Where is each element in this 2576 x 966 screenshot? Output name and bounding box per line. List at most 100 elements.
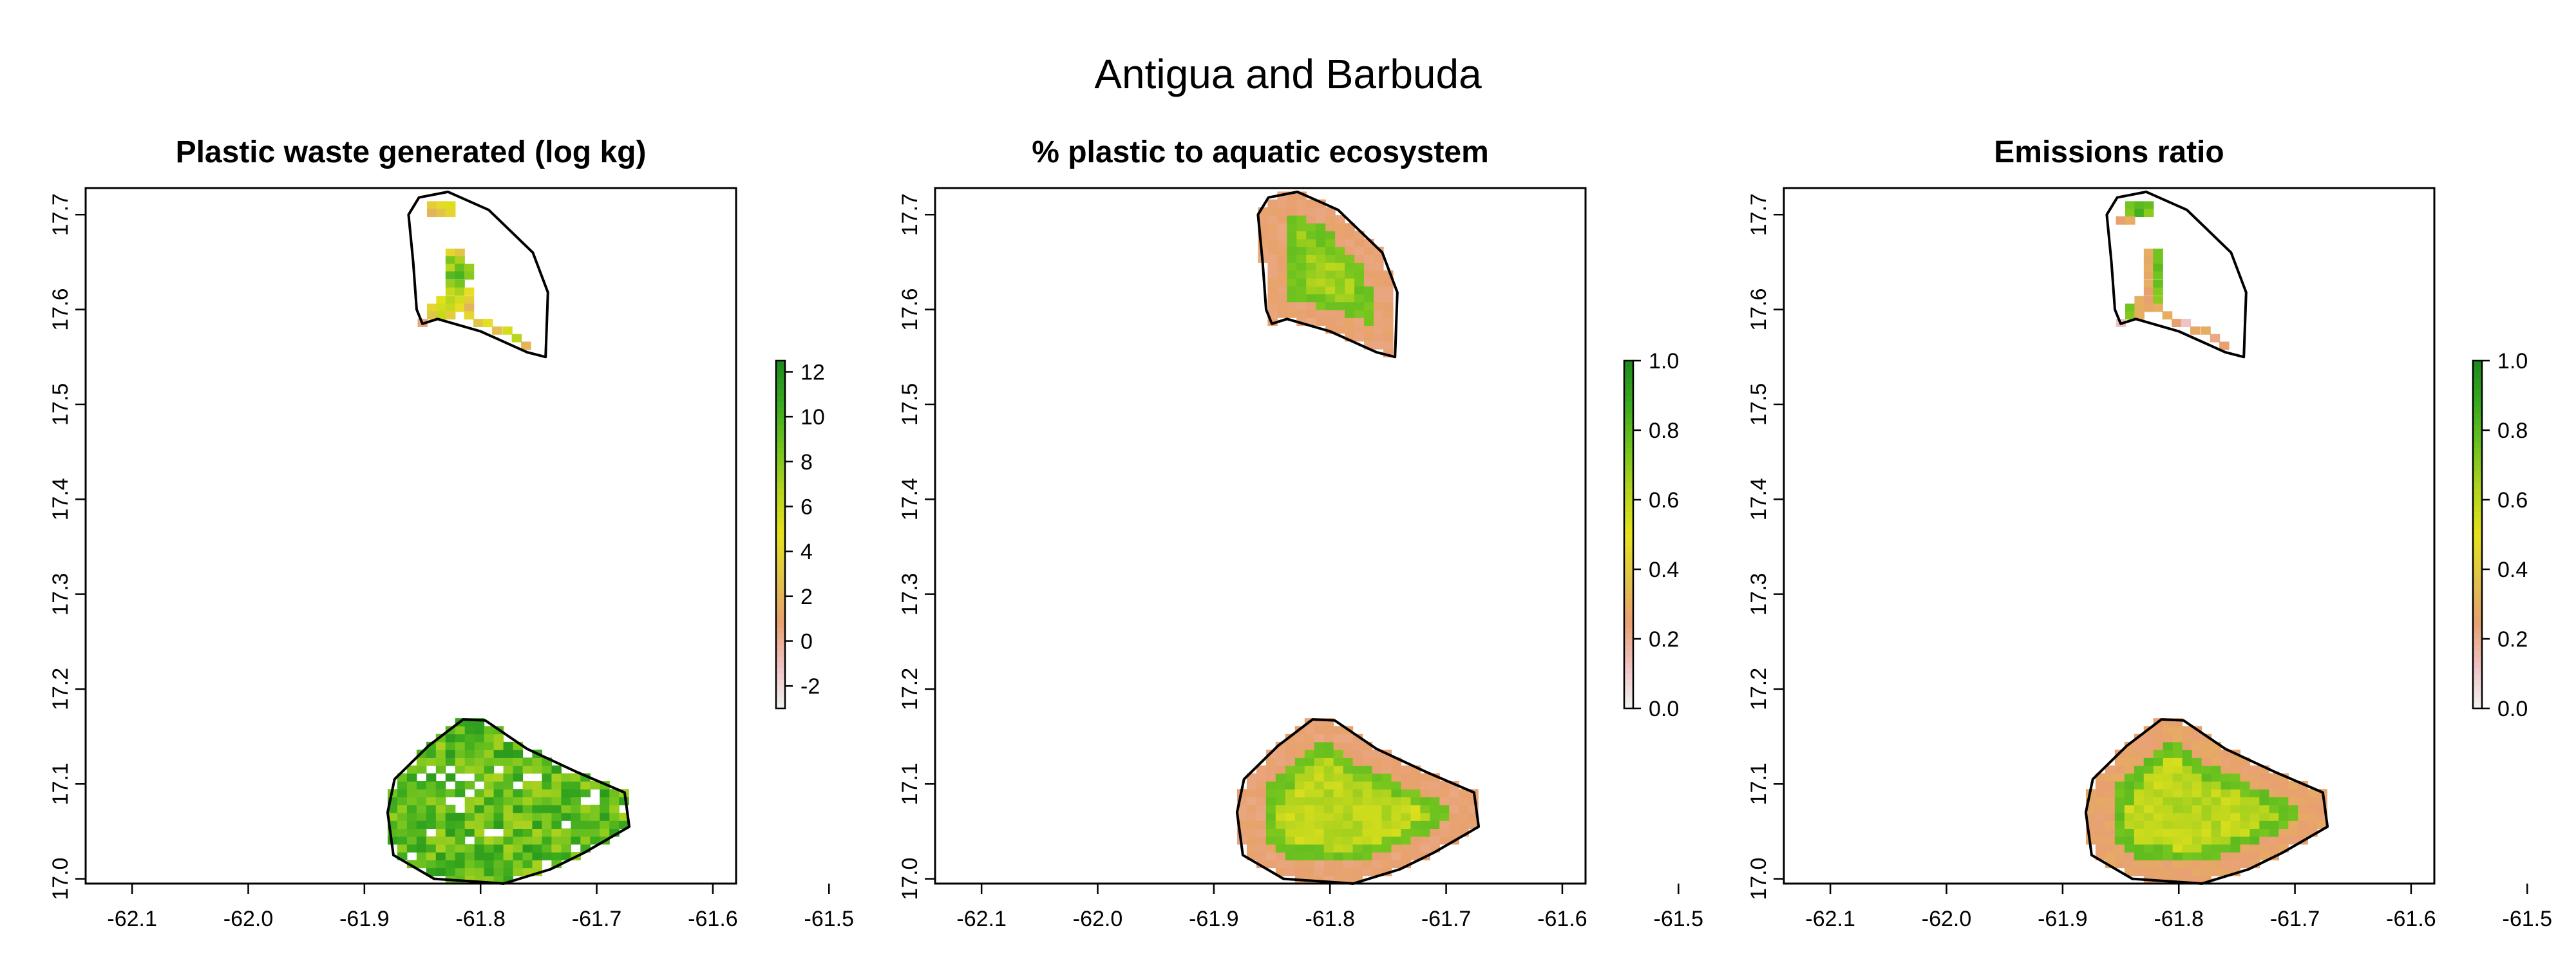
raster-cell [2105, 804, 2116, 813]
raster-cell [2095, 836, 2106, 845]
raster-cell [1323, 852, 1334, 860]
raster-cell [2172, 820, 2183, 829]
raster-cell [1306, 207, 1316, 216]
raster-cell [464, 812, 475, 821]
raster-cell [1372, 765, 1383, 774]
raster-cell [2288, 797, 2298, 806]
raster-cell [464, 867, 475, 876]
legend-tick-label: 1.0 [1649, 349, 1679, 374]
raster-cell [2259, 836, 2269, 845]
raster-cell [2172, 789, 2183, 798]
raster-cell [2211, 820, 2222, 829]
raster-cell [2182, 726, 2193, 735]
raster-cell [1364, 262, 1374, 271]
raster-cell [484, 844, 495, 853]
raster-cell [436, 311, 446, 320]
raster-cell [1381, 820, 1392, 829]
raster-cell [1296, 223, 1307, 232]
raster-cell [1304, 836, 1315, 845]
raster-cell [2134, 781, 2145, 790]
raster-cell [1354, 325, 1365, 334]
raster-cell [1294, 757, 1305, 766]
raster-cell [2288, 820, 2298, 829]
raster-cell [2163, 750, 2174, 758]
legend-swatch [1624, 511, 1633, 518]
raster-cell [1345, 278, 1355, 287]
raster-cell [435, 781, 446, 790]
raster-cell [1352, 797, 1363, 806]
raster-cell [1354, 254, 1365, 263]
legend-swatch [776, 419, 785, 425]
raster-cell [1277, 262, 1287, 271]
raster-cell [445, 734, 456, 743]
raster-cell [1410, 804, 1421, 813]
legend-swatch [776, 477, 785, 483]
raster-cell [2172, 741, 2183, 750]
raster-cell [1275, 797, 1286, 806]
raster-cell [1362, 820, 1373, 829]
raster-cell [522, 844, 533, 853]
raster-cell [2211, 765, 2222, 774]
legend-swatch [2473, 610, 2482, 616]
raster-cell [445, 271, 456, 280]
raster-cell [1335, 286, 1345, 295]
raster-cell [2153, 296, 2163, 305]
raster-cell [2221, 765, 2231, 774]
raster-cell [2085, 804, 2096, 813]
raster-cell [416, 765, 427, 774]
raster-cell [580, 781, 591, 790]
legend-tick-label: 1.0 [2497, 349, 2528, 374]
raster-cell [1343, 836, 1354, 845]
y-tick-label: 17.7 [1747, 193, 1771, 236]
raster-cell [1296, 254, 1307, 263]
raster-cell [464, 797, 475, 806]
raster-cell [1314, 797, 1325, 806]
raster-cell [2172, 836, 2183, 845]
raster-cell [2269, 797, 2279, 806]
raster-cell [1314, 726, 1325, 735]
raster-cell [522, 860, 533, 869]
raster-cell [1374, 333, 1384, 342]
raster-cell [2163, 852, 2174, 860]
raster-cell [1285, 741, 1296, 750]
legend-swatch [1624, 361, 1633, 367]
raster-cell [1352, 836, 1363, 845]
legend-swatch [1624, 558, 1633, 564]
raster-cell [1364, 317, 1374, 326]
raster-cell [2221, 789, 2231, 798]
raster-cell [1275, 765, 1286, 774]
raster-cell [522, 765, 533, 774]
legend-colorbar: 0.0 0.2 0.4 0.6 0.8 1.0 [1623, 349, 1679, 721]
raster-cell [1374, 286, 1384, 295]
raster-cell [2143, 773, 2154, 782]
raster-cell [464, 781, 475, 790]
raster-cell [2143, 867, 2154, 876]
raster-cell [1420, 781, 1430, 790]
legend-swatch [2473, 564, 2482, 570]
raster-cell [1343, 781, 1354, 790]
raster-cell [2124, 844, 2135, 853]
raster-cell [464, 734, 475, 743]
raster-cell [1410, 844, 1421, 853]
legend-swatch [776, 703, 785, 709]
raster-cell [2105, 844, 2116, 853]
raster-cell [2307, 820, 2318, 829]
raster-cell [2143, 860, 2154, 869]
raster-cell [2182, 828, 2193, 837]
raster-cell [1343, 765, 1354, 774]
raster-cell [1323, 797, 1334, 806]
raster-cell [522, 852, 533, 860]
raster-cell [464, 726, 475, 735]
raster-cell [1335, 231, 1345, 240]
raster-cell [2288, 836, 2298, 845]
raster-cell [455, 750, 466, 758]
raster-cell [2240, 797, 2251, 806]
legend-tick-label: -2 [800, 674, 820, 699]
raster-cell [1314, 734, 1325, 743]
raster-cell [493, 860, 504, 869]
raster-cell [426, 757, 437, 766]
raster-cell [551, 773, 562, 782]
legend-swatch [1624, 668, 1633, 674]
raster-cell [1352, 789, 1363, 798]
y-tick-label: 17.2 [898, 668, 922, 710]
